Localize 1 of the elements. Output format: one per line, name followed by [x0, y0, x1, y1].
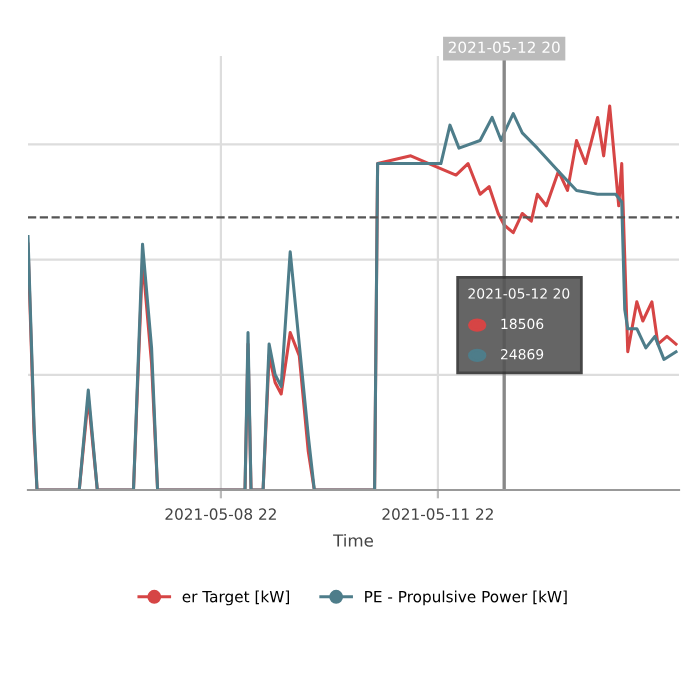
x-axis-title: Time — [333, 533, 373, 547]
